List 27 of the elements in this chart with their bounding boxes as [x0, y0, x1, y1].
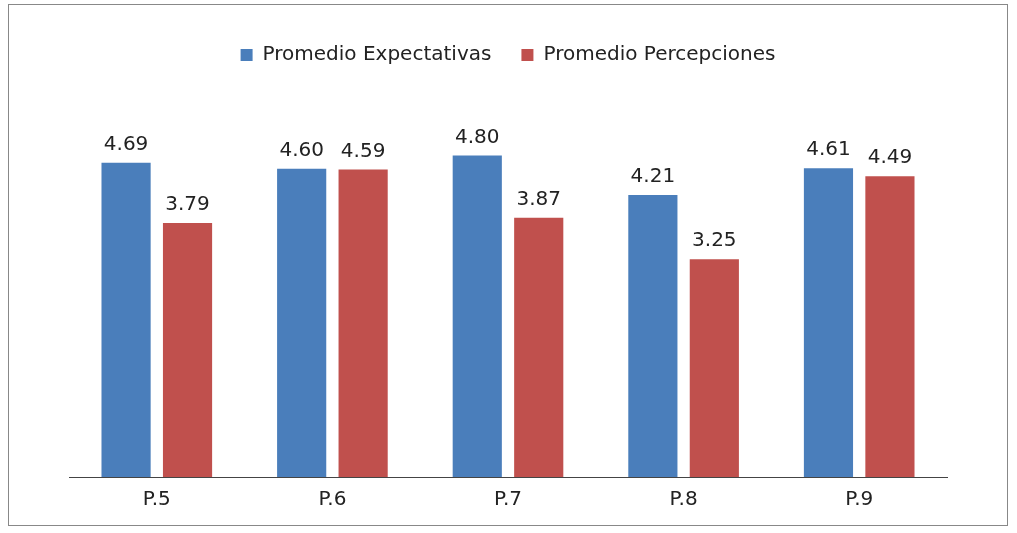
data-label: 4.59	[340, 137, 386, 162]
data-label: 3.79	[165, 191, 210, 216]
data-label: 4.49	[867, 144, 913, 169]
bar	[865, 176, 915, 477]
data-label: 4.61	[806, 136, 851, 161]
bar	[338, 169, 388, 477]
legend-label: Promedio Percepciones	[543, 41, 776, 66]
bar	[452, 155, 502, 477]
bar	[514, 217, 564, 477]
x-tick-label: P.6	[318, 486, 347, 511]
bar	[101, 162, 151, 477]
data-label: 3.25	[692, 227, 737, 252]
bar	[628, 194, 678, 477]
data-label: 4.21	[630, 163, 676, 188]
bar	[162, 223, 213, 477]
data-label: 4.69	[103, 130, 149, 155]
bar	[277, 168, 327, 477]
x-tick-label: P.5	[142, 486, 171, 511]
bar	[803, 168, 854, 477]
x-tick-label: P.8	[669, 486, 698, 511]
x-tick-label: P.9	[845, 486, 874, 511]
legend-label: Promedio Expectativas	[262, 41, 492, 66]
x-tick-label: P.7	[493, 486, 523, 511]
bar	[689, 259, 739, 477]
data-label: 4.60	[279, 137, 324, 161]
data-label: 3.87	[516, 185, 561, 210]
data-label: 4.80	[455, 123, 500, 148]
